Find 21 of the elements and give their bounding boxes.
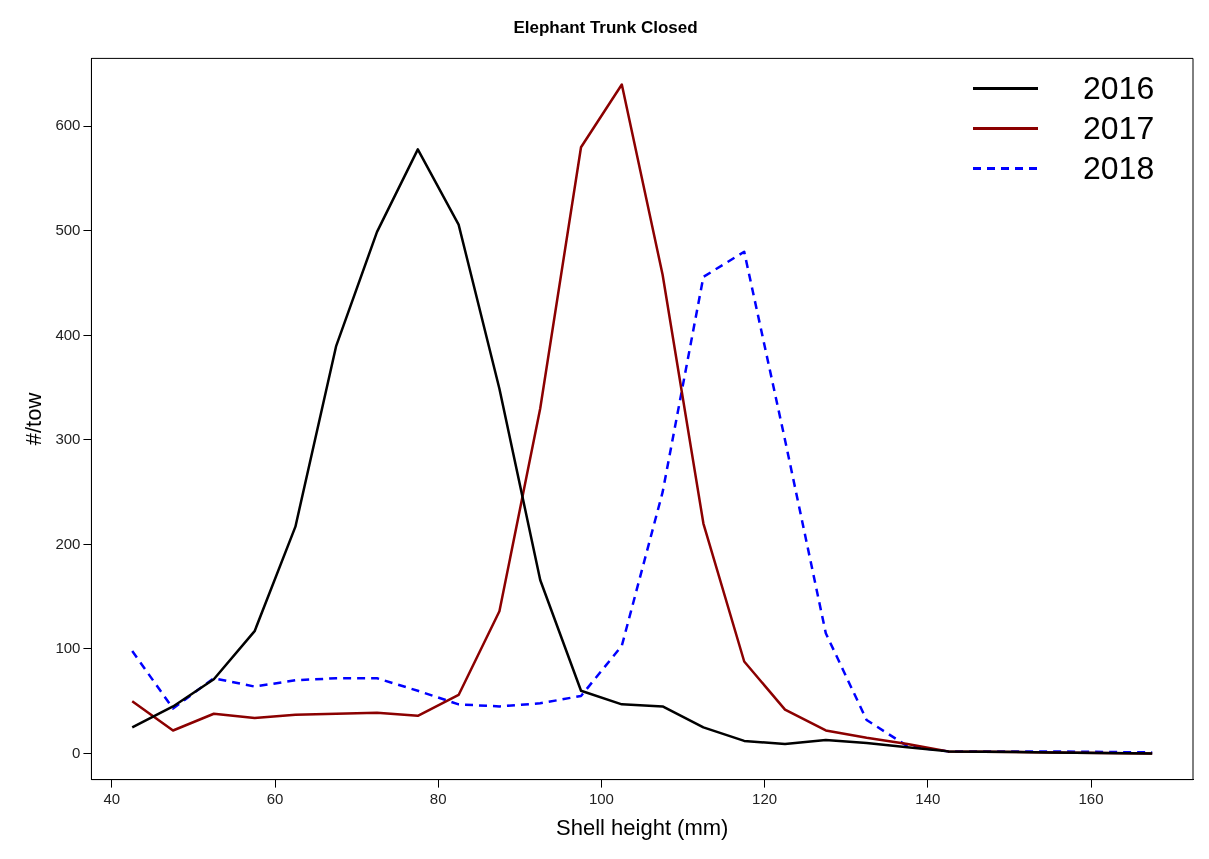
- chart-title: Elephant Trunk Closed: [513, 17, 698, 37]
- y-tick-label: 200: [55, 534, 81, 552]
- y-tick-label: 300: [55, 430, 81, 448]
- x-tick-label: 120: [752, 789, 778, 807]
- x-tick-label: 140: [915, 789, 941, 807]
- legend-label: 2018: [1083, 150, 1155, 187]
- line-series: [130, 250, 1154, 754]
- legend-label: 2017: [1083, 110, 1155, 147]
- y-tick-label: 100: [55, 639, 81, 657]
- x-tick-label: 160: [1078, 789, 1104, 807]
- y-axis-title: #/tow: [21, 392, 47, 446]
- legend-label: 2016: [1083, 70, 1155, 107]
- y-tick-label: 0: [72, 743, 81, 761]
- x-tick-label: 40: [103, 789, 121, 807]
- x-tick-label: 80: [429, 789, 447, 807]
- x-axis-title: Shell height (mm): [556, 814, 729, 840]
- y-tick-label: 400: [55, 325, 81, 343]
- y-tick-label: 500: [55, 221, 81, 238]
- x-tick-label: 100: [588, 789, 614, 807]
- y-tick-label: 600: [55, 116, 81, 134]
- x-tick-label: 60: [266, 789, 284, 807]
